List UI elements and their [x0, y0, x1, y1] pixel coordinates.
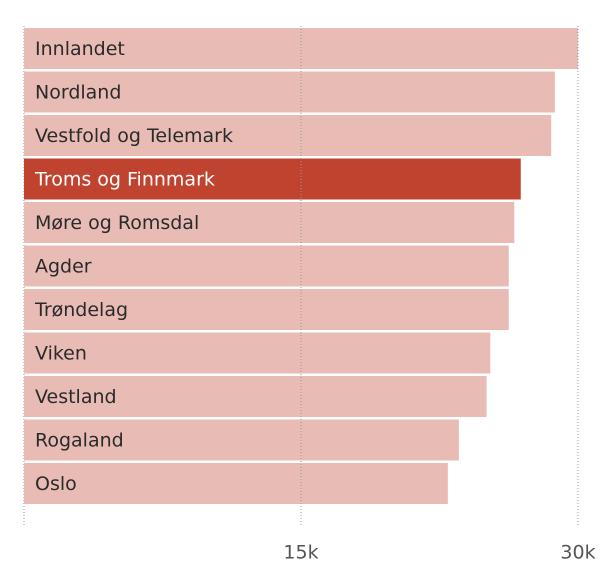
bar [24, 332, 491, 374]
category-label: Trøndelag [34, 299, 128, 321]
category-label: Vestfold og Telemark [35, 125, 233, 147]
category-label: Viken [35, 343, 87, 365]
category-label: Agder [35, 256, 92, 278]
bar [24, 158, 521, 200]
bar [24, 376, 487, 417]
bar [24, 115, 552, 156]
category-label: Nordland [35, 82, 121, 104]
category-label: Vestland [35, 386, 117, 408]
category-label: Rogaland [35, 430, 124, 452]
bar [24, 245, 509, 287]
bar [24, 463, 448, 504]
category-label: Innlandet [35, 38, 125, 60]
bar [24, 419, 459, 461]
bar [24, 202, 515, 243]
bar [24, 289, 509, 330]
bar [24, 71, 555, 113]
x-tick-label: 15k [283, 542, 318, 562]
category-label: Møre og Romsdal [35, 212, 199, 234]
category-label: Troms og Finnmark [34, 169, 215, 191]
category-label: Oslo [35, 473, 77, 495]
x-tick-label: 30k [560, 542, 595, 562]
